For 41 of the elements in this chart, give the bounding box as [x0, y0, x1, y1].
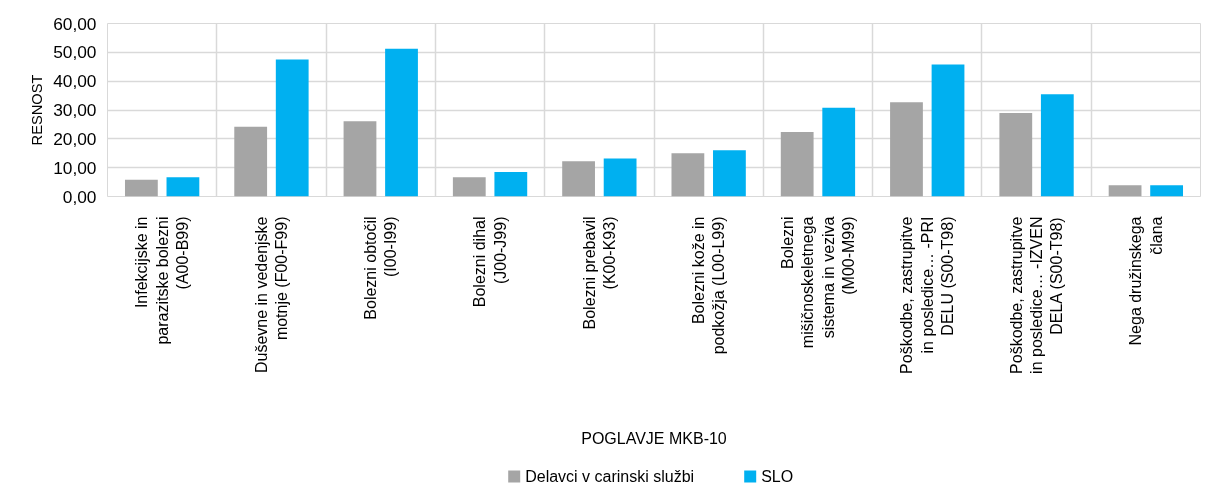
- x-tick-label: Poškodbe, zastrupitve in posledice… -IZVEN DELA (S00-T98): [1007, 216, 1066, 374]
- bar: [494, 171, 528, 197]
- bar: [931, 64, 965, 197]
- y-tick-label: 0,00: [62, 186, 97, 207]
- bar: [603, 158, 637, 197]
- legend-label: Delavci v carinski službi: [525, 468, 695, 485]
- y-tick-label: 30,00: [53, 100, 97, 120]
- bar: [1040, 94, 1074, 197]
- bar: [822, 107, 856, 197]
- y-tick-label: 20,00: [53, 128, 97, 149]
- bar: [562, 161, 595, 197]
- y-tick-label: 50,00: [53, 42, 97, 63]
- bar: [671, 153, 705, 197]
- bar: [124, 179, 158, 197]
- bar: [999, 112, 1033, 197]
- x-tick-label: Bolezni mišičnoskeletnega sistema in veziva (M00-M99): [778, 216, 858, 349]
- x-tick-label: Bolezni kože in podkožja (L00-L99): [689, 216, 728, 355]
- y-tick-label: 40,00: [53, 71, 97, 92]
- bar: [713, 150, 746, 197]
- bar: [385, 48, 418, 197]
- y-tick-label: 60,00: [53, 13, 97, 34]
- x-tick-label: Bolezni dihal (J00-J99): [471, 216, 509, 308]
- x-tick-label: Poškodbe, zastrupitve in posledice… -PRI DELU (S00-T98): [898, 216, 957, 374]
- bar: [166, 177, 200, 197]
- bar: [1150, 185, 1184, 197]
- x-tick-label: Infekcijske in parazitske bolezni (A00-B99): [133, 216, 192, 345]
- y-axis-title: RESNOST: [29, 74, 46, 146]
- x-tick-label: Bolezni obtočil (I00-I99): [362, 216, 400, 320]
- bar: [890, 102, 923, 197]
- bar: [780, 131, 814, 197]
- bar: [234, 126, 268, 197]
- x-tick-label: Nega družinskega člana: [1127, 216, 1165, 346]
- bar: [1108, 185, 1142, 197]
- bar: [452, 177, 486, 197]
- legend-label: SLO: [761, 468, 794, 485]
- x-axis-title: POGLAVJE MKB-10: [581, 430, 727, 447]
- y-tick-label: 10,00: [53, 157, 97, 178]
- bar: [275, 59, 309, 197]
- x-tick-label: Bolezni prebavil (K00-K93): [580, 216, 619, 330]
- bar: [343, 121, 377, 197]
- x-tick-label: Duševne in vedenjske motnje (F00-F99): [252, 216, 291, 374]
